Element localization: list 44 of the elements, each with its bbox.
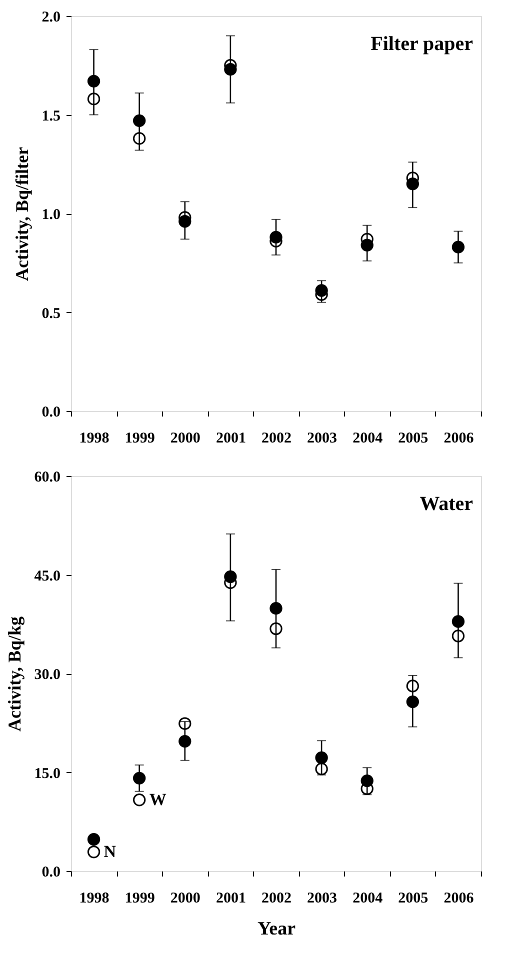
y-tick-label: 0.0 xyxy=(42,404,60,420)
y-axis-title: Activity, Bq/kg xyxy=(4,616,24,732)
point xyxy=(132,794,146,806)
point xyxy=(315,284,328,297)
x-tick-label: 2004 xyxy=(352,430,384,446)
y-axis-title: Activity, Bq/filter xyxy=(12,147,32,281)
point xyxy=(315,751,328,764)
y-tick-label: 1.0 xyxy=(42,207,60,223)
x-tick-label: 2003 xyxy=(307,890,338,906)
x-tick-label: 2005 xyxy=(398,430,428,446)
point xyxy=(224,570,237,584)
point xyxy=(270,230,282,244)
x-tick-label: 1998 xyxy=(79,430,110,446)
y-tick-label: 1.5 xyxy=(42,108,60,124)
text: Filter paper xyxy=(370,33,474,55)
x-tick-label: 2001 xyxy=(216,890,246,906)
x-axis-title: Year xyxy=(258,918,296,940)
y-tick-label: 2.0 xyxy=(42,10,60,26)
x-tick-label: 1999 xyxy=(124,430,155,446)
x-tick-label: 1999 xyxy=(124,890,155,906)
x-tick-label: 2002 xyxy=(262,430,292,446)
x-tick-label: 2006 xyxy=(444,890,474,906)
x-tick-label: 2002 xyxy=(262,890,292,906)
point xyxy=(224,62,237,76)
y-tick-label: 15.0 xyxy=(34,766,60,782)
x-tick-label: 2000 xyxy=(170,890,200,906)
y-tick-label: 0.0 xyxy=(42,864,60,880)
point xyxy=(87,833,100,846)
x-tick-label: 2000 xyxy=(170,430,200,446)
annotation: N xyxy=(104,842,117,861)
x-tick-label: 2004 xyxy=(352,890,384,906)
y-tick-label: 60.0 xyxy=(34,470,60,486)
y-tick-label: 0.5 xyxy=(42,306,60,322)
y-tick-label: 30.0 xyxy=(34,667,60,683)
x-tick-label: 1998 xyxy=(79,890,110,906)
x-tick-label: 2003 xyxy=(307,430,338,446)
text: Water xyxy=(420,493,474,515)
x-tick-label: 2005 xyxy=(398,890,428,906)
point xyxy=(87,846,100,858)
x-tick-label: 2001 xyxy=(216,430,246,446)
annotation: W xyxy=(149,790,166,809)
point xyxy=(270,602,282,615)
y-tick-label: 45.0 xyxy=(34,568,60,584)
x-tick-label: 2006 xyxy=(444,430,474,446)
